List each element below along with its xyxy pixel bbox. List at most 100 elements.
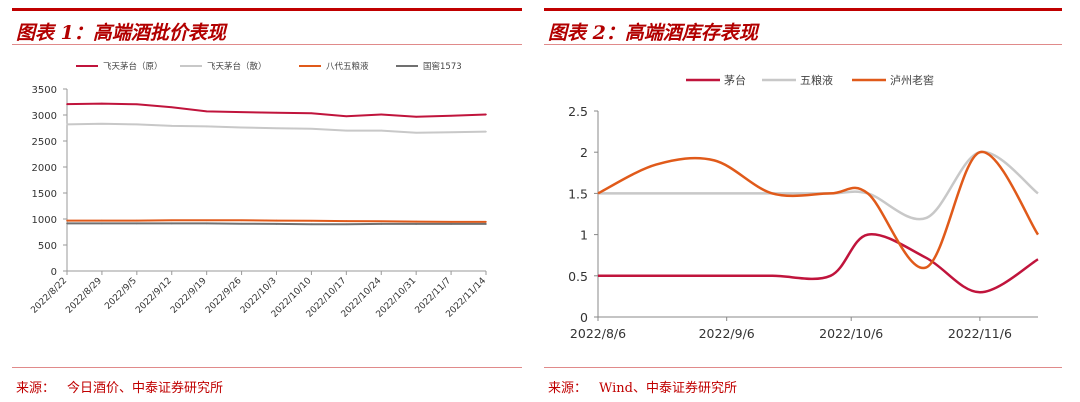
y-tick-label: 2.5 <box>568 104 588 119</box>
data-point <box>310 220 313 222</box>
data-point <box>170 125 173 127</box>
series-line <box>66 102 487 118</box>
panel-title: 图表 1：高端酒批价表现 <box>16 22 226 44</box>
data-point <box>101 222 103 225</box>
data-point <box>485 221 487 223</box>
data-point <box>380 129 383 132</box>
source-label: 来源： <box>16 381 56 396</box>
data-point <box>205 110 208 113</box>
y-tick-label: 3500 <box>32 85 57 96</box>
legend-label: 国窖1573 <box>423 61 462 72</box>
x-tick-label: 2022/11/6 <box>948 326 1012 341</box>
y-tick-label: 2000 <box>32 163 57 174</box>
data-point <box>415 223 417 225</box>
data-point <box>205 219 208 222</box>
data-point <box>415 116 417 118</box>
data-point <box>170 106 173 108</box>
data-point <box>240 126 243 129</box>
source-text: 今日酒价、中泰证券研究所 <box>67 381 224 396</box>
y-tick-label: 3000 <box>32 111 57 122</box>
x-tick-label: 2022/9/26 <box>204 276 244 316</box>
x-tick-label: 2022/8/29 <box>64 276 104 316</box>
footer-rule <box>544 367 1062 368</box>
legend-label: 茅台 <box>724 73 746 87</box>
data-point <box>345 223 348 225</box>
data-point <box>380 223 383 225</box>
source-text: Wind、中泰证券研究所 <box>599 381 738 396</box>
source-note: 来源： Wind、中泰证券研究所 <box>548 377 737 396</box>
footer-rule <box>12 367 522 368</box>
data-point <box>485 113 487 116</box>
x-tick-label: 2022/8/6 <box>570 326 626 341</box>
data-point <box>66 222 68 225</box>
chart-panel-2: 图表 2：高端酒库存表现 茅台 五粮液 泸州老窖 0 0.5 1 1.5 2 2.5 2022/8… <box>544 0 1062 402</box>
x-tick-label: 2022/10/6 <box>819 326 883 341</box>
y-tick-label: 1.5 <box>568 186 588 201</box>
source-label: 来源： <box>548 381 588 396</box>
y-tick-label: 500 <box>38 241 57 252</box>
data-point <box>240 111 243 113</box>
data-point <box>450 114 452 117</box>
y-tick-label: 0.5 <box>568 269 588 284</box>
data-point <box>136 103 138 106</box>
inventory-chart: 茅台 五粮液 泸州老窖 0 0.5 1 1.5 2 2.5 2022/8/6 2022/9/6 202… <box>568 73 1040 341</box>
y-tick-label: 1 <box>580 228 588 243</box>
data-point <box>275 223 278 225</box>
data-point <box>345 115 348 118</box>
top-rule <box>12 8 522 11</box>
data-point <box>170 219 173 222</box>
y-tick-label: 2500 <box>32 137 57 148</box>
top-rule <box>544 8 1062 11</box>
data-point <box>136 123 138 126</box>
data-point <box>275 127 278 130</box>
data-point <box>240 222 243 225</box>
data-point <box>205 222 208 225</box>
title-rule <box>12 44 522 45</box>
data-point <box>345 129 348 132</box>
x-tick-label: 2022/9/6 <box>699 326 755 341</box>
x-tick-label: 2022/9/5 <box>103 276 139 312</box>
y-tick-label: 1000 <box>32 215 57 226</box>
data-point <box>450 223 452 225</box>
legend-label: 飞天茅台（散） <box>207 61 267 72</box>
x-tick-label: 2022/9/19 <box>169 276 209 316</box>
data-point <box>136 222 138 225</box>
x-tick-label: 2022/9/12 <box>134 276 174 316</box>
data-point <box>450 131 452 133</box>
y-tick-label: 0 <box>580 310 588 325</box>
data-point <box>415 131 417 134</box>
legend-label: 八代五粮液 <box>326 61 369 72</box>
legend-label: 五粮液 <box>800 73 833 87</box>
data-point <box>485 130 487 133</box>
data-point <box>66 219 68 222</box>
x-tick-label: 2022/8/22 <box>29 276 69 316</box>
data-point <box>101 123 103 125</box>
data-point <box>380 113 383 116</box>
data-point <box>380 220 383 223</box>
title-rule <box>544 44 1062 45</box>
data-point <box>240 219 243 222</box>
data-point <box>345 220 348 222</box>
legend-label: 飞天茅台（原） <box>103 61 163 72</box>
data-point <box>275 219 278 222</box>
data-point <box>450 221 452 223</box>
panel-title: 图表 2：高端酒库存表现 <box>548 22 758 44</box>
data-point <box>310 112 313 114</box>
y-tick-label: 1500 <box>32 189 57 200</box>
series-line <box>597 233 1039 294</box>
series-line <box>597 150 1040 269</box>
data-point <box>66 123 68 126</box>
data-point <box>205 125 208 128</box>
data-point <box>170 222 173 225</box>
data-point <box>101 102 103 105</box>
data-point <box>485 223 487 225</box>
data-point <box>136 219 138 222</box>
chart-panel-1: 图表 1：高端酒批价表现 飞天茅台（原） 飞天茅台（散） 八代五粮液 国窖1573 0 5… <box>12 0 522 402</box>
data-point <box>275 111 278 114</box>
data-point <box>66 103 68 105</box>
data-point <box>101 219 103 222</box>
data-point <box>415 220 417 223</box>
y-tick-label: 2 <box>580 145 588 160</box>
price-chart: 飞天茅台（原） 飞天茅台（散） 八代五粮液 国窖1573 0 500 1000 1500 200… <box>29 61 488 320</box>
data-point <box>310 127 313 130</box>
